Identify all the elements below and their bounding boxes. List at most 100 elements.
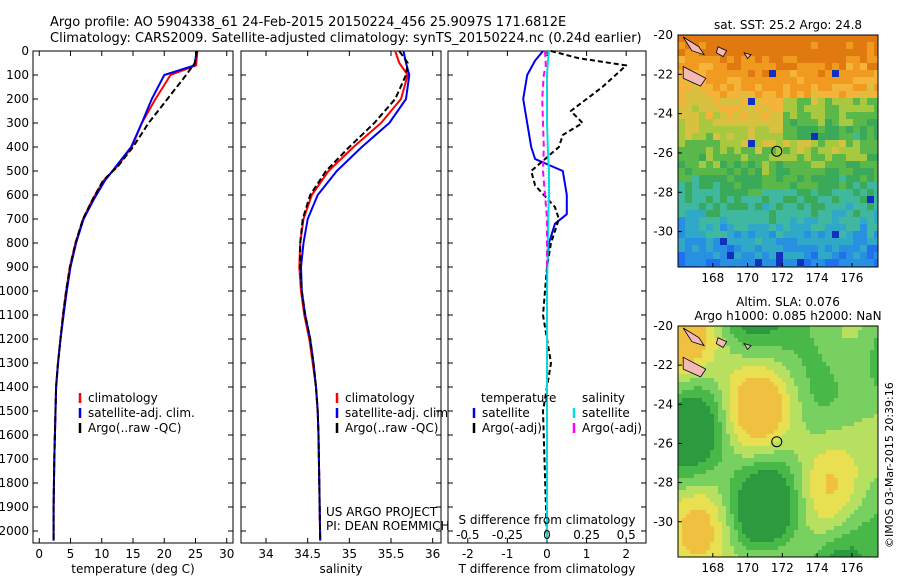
sst-map-cell <box>839 161 847 169</box>
sst-map-cell <box>818 245 826 253</box>
sst-map-cell <box>762 252 770 260</box>
sla-map-cell <box>702 430 707 435</box>
sla-map-cell <box>802 386 807 391</box>
sla-map-cell <box>694 350 699 355</box>
sla-map-cell <box>682 370 687 375</box>
sla-map-cell <box>774 326 779 331</box>
sla-map-cell <box>686 426 691 431</box>
sla-map-cell <box>830 370 835 375</box>
sla-map-cell <box>742 550 747 555</box>
sst-map-cell <box>818 147 826 155</box>
sst-map-cell <box>741 98 749 106</box>
sla-map-cell <box>814 410 819 415</box>
sla-map-cell <box>862 494 867 499</box>
sla-map-cell <box>750 522 755 527</box>
sst-map-cell <box>755 252 763 260</box>
sst-map-cell <box>706 203 714 211</box>
sst-map-cell <box>755 196 763 204</box>
sla-map-cell <box>794 366 799 371</box>
sla-map-cell <box>834 370 839 375</box>
sla-map-cell <box>862 430 867 435</box>
sst-map-cell <box>685 133 693 141</box>
sla-map-cell <box>806 334 811 339</box>
sla-map-cell <box>738 550 743 555</box>
sla-map-cell <box>862 554 867 558</box>
sla-map-cell <box>746 350 751 355</box>
sla-map-cell <box>818 410 823 415</box>
sla-map-cell <box>790 490 795 495</box>
sla-map-cell <box>794 550 799 555</box>
sla-map-cell <box>794 438 799 443</box>
sla-map-cell <box>694 374 699 379</box>
sst-map-cell <box>755 245 763 253</box>
sla-map-cell <box>774 430 779 435</box>
sla-map-cell <box>854 438 859 443</box>
sla-map-cell <box>858 490 863 495</box>
sla-map-cell <box>682 434 687 439</box>
sla-map-cell <box>866 486 871 491</box>
sst-map-cell <box>755 175 763 183</box>
sla-map-cell <box>686 342 691 347</box>
sla-map-cell <box>766 330 771 335</box>
sla-map-cell <box>714 486 719 491</box>
sla-map-cell <box>826 402 831 407</box>
sla-map-cell <box>822 470 827 475</box>
sla-map-cell <box>734 502 739 507</box>
sla-map-cell <box>818 518 823 523</box>
sla-map-cell <box>726 450 731 455</box>
sst-map-cell <box>678 168 686 176</box>
sla-map-cell <box>874 446 879 451</box>
sla-map-cell <box>838 542 843 547</box>
sla-map-cell <box>810 450 815 455</box>
sst-map-cell <box>713 42 721 50</box>
sst-map-cell <box>874 168 879 176</box>
sla-map-cell <box>798 358 803 363</box>
sla-map-cell <box>822 466 827 471</box>
sla-map-cell <box>690 330 695 335</box>
sla-map-cell <box>734 546 739 551</box>
sla-map-cell <box>698 382 703 387</box>
sst-map-cell <box>678 105 686 113</box>
sla-map-cell <box>802 362 807 367</box>
sla-map-cell <box>714 542 719 547</box>
sla-map-cell <box>858 354 863 359</box>
sla-map-cell <box>794 422 799 427</box>
sla-map-cell <box>802 534 807 539</box>
sla-map-cell <box>750 442 755 447</box>
sla-map-cell <box>834 498 839 503</box>
sla-map-cell <box>866 382 871 387</box>
sla-map-cell <box>854 522 859 527</box>
sla-map-cell <box>738 430 743 435</box>
sst-map-cell <box>846 154 854 162</box>
sst-map-cell <box>755 35 763 43</box>
sla-map-cell <box>842 458 847 463</box>
sla-map-cell <box>830 386 835 391</box>
sst-map-cell <box>734 112 742 120</box>
sla-map-cell <box>846 378 851 383</box>
sla-map-cell <box>846 474 851 479</box>
sla-map-cell <box>786 494 791 499</box>
sla-map-cell <box>870 358 875 363</box>
sla-map-cell <box>770 534 775 539</box>
sla-map-cell <box>730 406 735 411</box>
sla-map-cell <box>698 518 703 523</box>
sst-map-cell <box>839 49 847 57</box>
sst-map-cell <box>769 56 777 64</box>
sla-map-cell <box>766 534 771 539</box>
sst-map-cell <box>720 133 728 141</box>
sla-map-cell <box>854 526 859 531</box>
sla-map-cell <box>846 334 851 339</box>
sla-map-cell <box>710 462 715 467</box>
sla-map-cell <box>742 374 747 379</box>
sst-map-cell <box>804 147 812 155</box>
sst-map-cell <box>734 161 742 169</box>
sst-map-cell <box>713 77 721 85</box>
sla-map-cell <box>734 346 739 351</box>
difference-t-legend-label: Argo(-adj) <box>482 421 542 435</box>
sla-map-cell <box>678 442 683 447</box>
sla-map-cell <box>706 362 711 367</box>
sla-map-cell <box>690 534 695 539</box>
sla-map-cell <box>770 426 775 431</box>
sla-map-cell <box>686 506 691 511</box>
sla-map-cell <box>858 478 863 483</box>
